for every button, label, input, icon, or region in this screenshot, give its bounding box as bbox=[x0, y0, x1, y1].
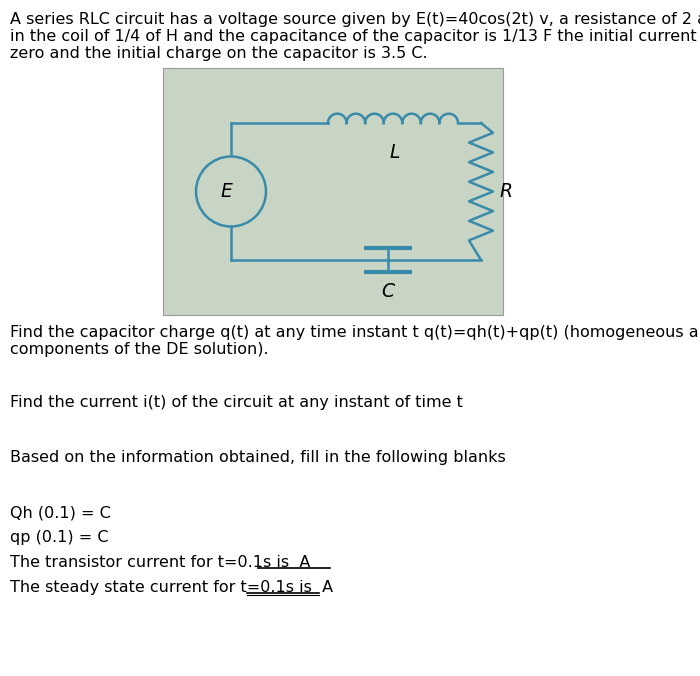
Text: Qh (0.1) = C: Qh (0.1) = C bbox=[10, 505, 111, 520]
Text: The steady state current for t=0.1s is  A: The steady state current for t=0.1s is A bbox=[10, 580, 333, 595]
Text: Find the current i(t) of the circuit at any instant of time t: Find the current i(t) of the circuit at … bbox=[10, 395, 463, 410]
Circle shape bbox=[196, 157, 266, 226]
Text: L: L bbox=[390, 143, 400, 162]
Text: A series RLC circuit has a voltage source given by E(t)=40cos(2t) v, a resistanc: A series RLC circuit has a voltage sourc… bbox=[10, 12, 700, 27]
Text: qp (0.1) = C: qp (0.1) = C bbox=[10, 530, 108, 545]
Bar bbox=[163, 68, 503, 315]
Text: E: E bbox=[220, 182, 232, 201]
Text: The transistor current for t=0.1s is  A: The transistor current for t=0.1s is A bbox=[10, 555, 310, 570]
Text: in the coil of 1/4 of H and the capacitance of the capacitor is 1/13 F the initi: in the coil of 1/4 of H and the capacita… bbox=[10, 29, 700, 44]
Text: R: R bbox=[499, 182, 512, 201]
Text: zero and the initial charge on the capacitor is 3.5 C.: zero and the initial charge on the capac… bbox=[10, 46, 428, 61]
Text: Find the capacitor charge q(t) at any time instant t q(t)=qh(t)+qp(t) (homogeneo: Find the capacitor charge q(t) at any ti… bbox=[10, 325, 700, 340]
Text: C: C bbox=[382, 282, 395, 301]
Text: Based on the information obtained, fill in the following blanks: Based on the information obtained, fill … bbox=[10, 450, 505, 465]
Text: components of the DE solution).: components of the DE solution). bbox=[10, 342, 269, 357]
